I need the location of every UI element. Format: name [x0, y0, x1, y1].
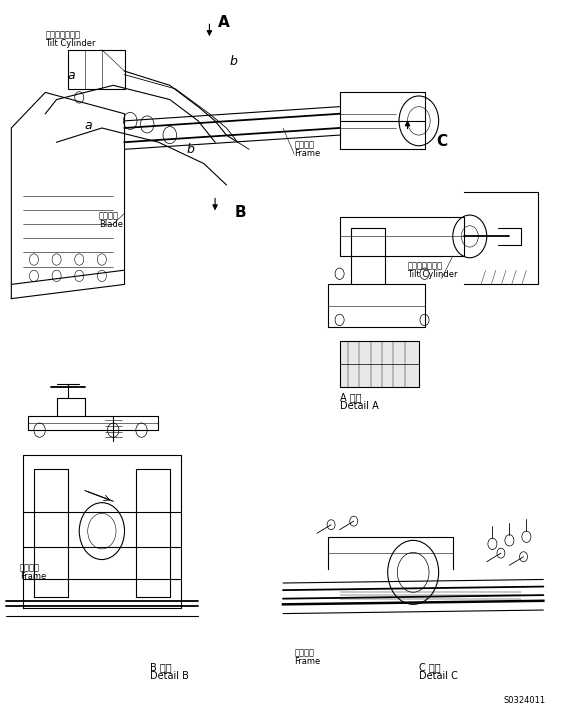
Text: フレーム: フレーム: [20, 563, 40, 572]
Text: Frame: Frame: [294, 149, 320, 158]
Circle shape: [335, 314, 344, 326]
Circle shape: [420, 314, 429, 326]
Text: チルトシリンダ: チルトシリンダ: [408, 261, 443, 270]
Circle shape: [108, 423, 119, 437]
Circle shape: [335, 268, 344, 279]
Text: フレーム: フレーム: [294, 648, 314, 658]
Circle shape: [350, 516, 358, 526]
Text: B: B: [235, 205, 247, 220]
Text: Detail B: Detail B: [150, 671, 189, 681]
Circle shape: [497, 548, 505, 558]
Circle shape: [136, 423, 147, 437]
Text: Tilt Cylinder: Tilt Cylinder: [408, 269, 458, 279]
Circle shape: [420, 268, 429, 279]
Circle shape: [505, 535, 514, 546]
Text: フレーム: フレーム: [294, 140, 314, 149]
Text: Detail A: Detail A: [340, 401, 378, 411]
Text: Detail C: Detail C: [419, 671, 458, 681]
Circle shape: [522, 531, 531, 542]
Text: Tilt Cylinder: Tilt Cylinder: [45, 39, 96, 48]
Bar: [340, 341, 419, 387]
Text: C 詳細: C 詳細: [419, 662, 440, 672]
Text: A 詳細: A 詳細: [340, 392, 361, 402]
Circle shape: [488, 538, 497, 550]
Text: C: C: [436, 134, 447, 149]
Text: ブレード: ブレード: [99, 211, 119, 220]
Circle shape: [34, 423, 45, 437]
Circle shape: [520, 552, 528, 562]
Circle shape: [75, 92, 84, 103]
Text: Blade: Blade: [99, 220, 123, 229]
Text: b: b: [187, 144, 195, 156]
Text: S0324011: S0324011: [504, 696, 546, 705]
Text: b: b: [229, 55, 237, 68]
Text: a: a: [68, 69, 75, 82]
Text: Frame: Frame: [294, 657, 320, 666]
Text: B 詳細: B 詳細: [150, 662, 171, 672]
Text: a: a: [85, 119, 92, 132]
Bar: [68, 50, 125, 89]
Text: A: A: [218, 15, 230, 30]
Circle shape: [327, 520, 335, 530]
Bar: [340, 217, 464, 256]
Text: チルトシリンダ: チルトシリンダ: [45, 30, 80, 39]
Text: Frame: Frame: [20, 572, 46, 581]
